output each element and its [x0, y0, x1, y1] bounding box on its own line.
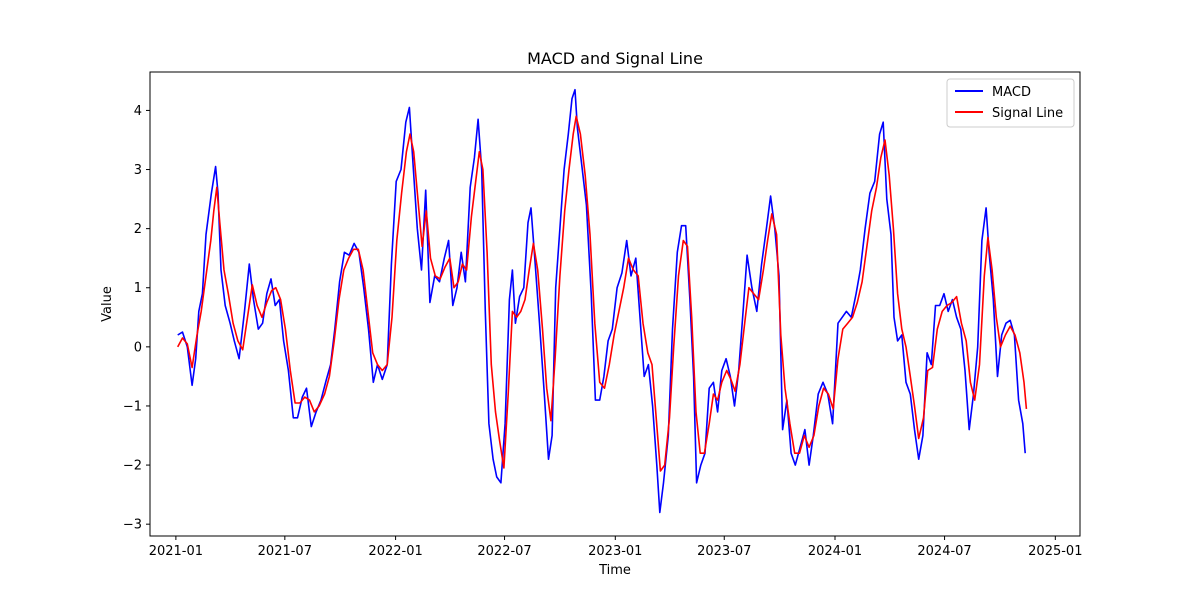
x-tick-label: 2023-07: [697, 544, 751, 559]
y-tick-label: −2: [123, 459, 142, 474]
y-tick-label: 1: [134, 281, 142, 296]
chart-title: MACD and Signal Line: [527, 49, 703, 68]
plot-lines: [176, 88, 1028, 514]
y-axis-label: Value: [100, 286, 115, 322]
x-tick-label: 2024-07: [917, 544, 971, 559]
x-tick-label: 2021-07: [258, 544, 312, 559]
y-tick-label: 4: [134, 104, 142, 119]
x-tick-label: 2023-01: [588, 544, 642, 559]
x-axis-label: Time: [598, 563, 631, 578]
x-axis-ticks: 2021-01 2021-07 2022-01 2022-07 2023-01 2023-…: [149, 536, 1082, 559]
x-tick-label: 2022-07: [477, 544, 531, 559]
series-line-macd: [177, 88, 1026, 514]
series-line-signal-line: [176, 115, 1028, 472]
y-tick-label: −1: [123, 399, 142, 414]
x-tick-label: 2025-01: [1028, 544, 1082, 559]
y-tick-label: 0: [134, 340, 142, 355]
legend-label-signal: Signal Line: [992, 106, 1063, 121]
y-tick-label: −3: [123, 518, 142, 533]
x-tick-label: 2024-01: [808, 544, 862, 559]
y-axis-ticks: −3 −2 −1 0 1 2 3 4: [123, 104, 150, 533]
y-tick-label: 2: [134, 222, 142, 237]
legend: MACD Signal Line: [946, 78, 1075, 128]
x-tick-label: 2021-01: [149, 544, 203, 559]
legend-label-macd: MACD: [992, 85, 1031, 100]
y-tick-label: 3: [134, 163, 142, 178]
x-tick-label: 2022-01: [368, 544, 422, 559]
